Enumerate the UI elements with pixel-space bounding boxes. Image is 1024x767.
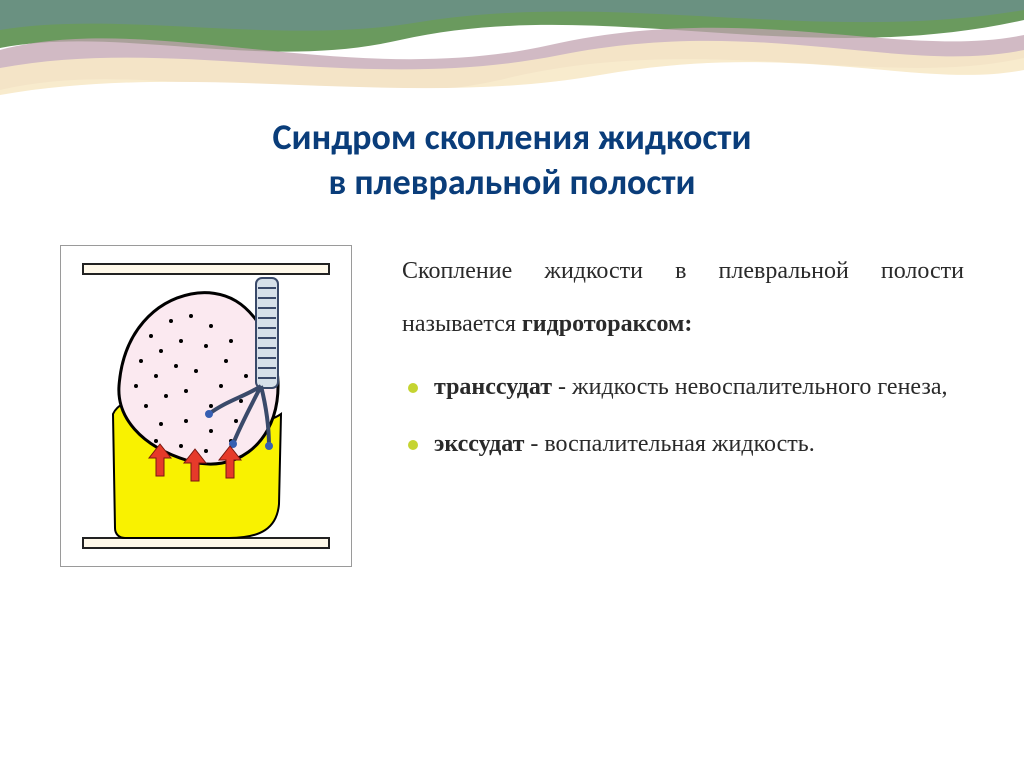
bullet-bold: экссудат (434, 431, 524, 457)
text-column: Скопление жидкости в плевральной полости… (402, 245, 964, 476)
bullet-item: транссудат - жидкость невоспалительного … (402, 361, 964, 414)
bullet-rest: - жидкость невоспалительного генеза, (552, 374, 947, 400)
frame-bottom (83, 538, 329, 548)
lung-body (119, 293, 278, 464)
title-line-1: Синдром скопления жидкости (272, 115, 751, 159)
bullet-item: экссудат - воспалительная жидкость. (402, 418, 964, 471)
slide: Синдром скопления жидкости в плевральной… (0, 0, 1024, 767)
lung-diagram (61, 246, 351, 566)
lung-diagram-frame (60, 245, 352, 567)
bullet-list: транссудат - жидкость невоспалительного … (402, 361, 964, 472)
content-row: Скопление жидкости в плевральной полости… (60, 245, 964, 567)
title-line-2: в плевральной полости (328, 160, 695, 204)
intro-paragraph: Скопление жидкости в плевральной полости… (402, 245, 964, 351)
red-arrows (149, 444, 241, 481)
slide-title: Синдром скопления жидкости в плевральной… (60, 115, 964, 205)
bullet-bold: транссудат (434, 374, 552, 400)
frame-top (83, 264, 329, 274)
para-bold: гидротораксом: (522, 311, 692, 337)
bullet-rest: - воспалительная жидкость. (524, 431, 814, 457)
